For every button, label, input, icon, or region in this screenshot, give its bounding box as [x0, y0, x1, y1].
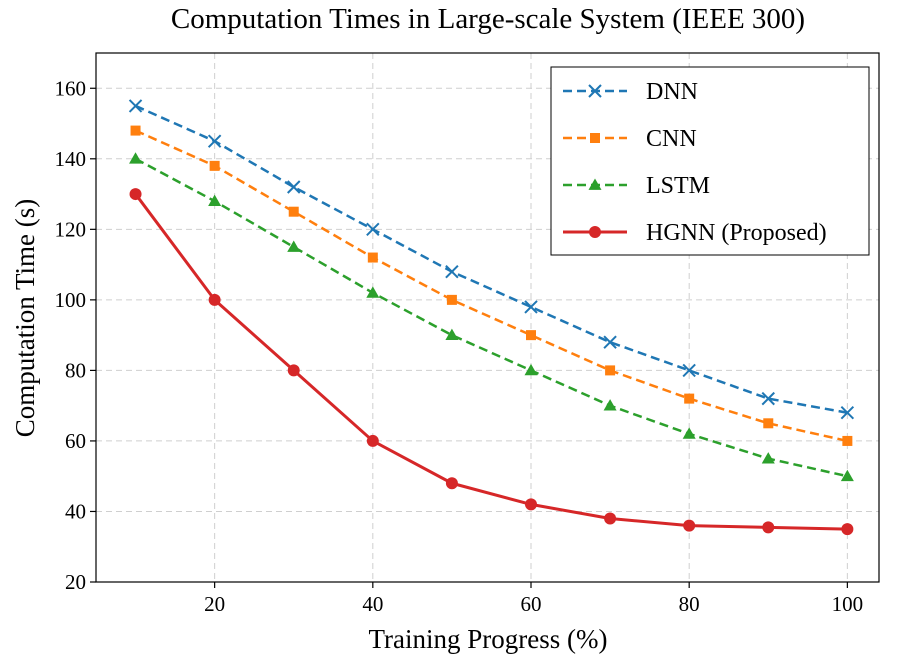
- data-point-dnn-stroke: [366, 222, 380, 237]
- plot-frame: [95, 52, 880, 583]
- legend-item-dnn: DNN: [563, 79, 698, 105]
- data-point-dnn-stroke: [207, 134, 222, 148]
- data-point-dnn-stroke: [603, 335, 617, 349]
- x-tick-label: 80: [679, 592, 700, 616]
- y-tick-label: 20: [65, 570, 86, 594]
- series-line-hgnn: [134, 193, 848, 531]
- data-point-lstm: [287, 240, 301, 252]
- x-tick-label: 100: [832, 592, 864, 616]
- legend: DNN CNN LSTM HGNN (Proposed): [550, 66, 870, 256]
- data-point-lstm: [524, 363, 538, 376]
- y-tick-label: 120: [55, 217, 87, 241]
- data-point-dnn-stroke: [128, 99, 143, 113]
- x-axis-title: Training Progress (%): [369, 624, 608, 654]
- legend-label-cnn: CNN: [646, 126, 697, 152]
- legend-marker-dnn: [588, 84, 602, 98]
- data-point-hgnn: [841, 523, 854, 536]
- data-point-dnn: [603, 335, 617, 349]
- series-dnn: [128, 99, 855, 420]
- data-point-dnn: [682, 363, 696, 378]
- data-point-dnn-stroke: [682, 363, 696, 378]
- legend-item-cnn: CNN: [563, 126, 697, 152]
- legend-marker-lstm: [588, 178, 602, 190]
- data-point-dnn-stroke: [524, 300, 538, 314]
- data-point-hgnn: [762, 521, 775, 534]
- data-point-lstm: [840, 469, 854, 482]
- data-point-hgnn: [287, 364, 300, 377]
- data-point-cnn: [526, 330, 536, 341]
- x-tick-label: 60: [521, 592, 542, 616]
- data-point-lstm: [682, 427, 696, 439]
- data-point-lstm: [445, 328, 459, 341]
- data-point-lstm: [208, 194, 222, 206]
- data-point-dnn: [840, 406, 855, 420]
- legend-marker-dnn-stroke: [588, 84, 602, 98]
- y-axis-title: Computation Time (s): [10, 199, 40, 438]
- data-point-dnn-stroke: [761, 391, 775, 406]
- series-lstm: [129, 152, 854, 482]
- y-tick-label: 100: [55, 288, 87, 312]
- legend-label-dnn: DNN: [646, 79, 698, 105]
- y-tick-label: 40: [65, 499, 86, 523]
- data-point-lstm: [761, 452, 775, 464]
- legend-label-lstm: LSTM: [646, 173, 710, 199]
- data-point-hgnn: [445, 477, 458, 490]
- data-point-cnn: [130, 125, 141, 136]
- legend-item-lstm: LSTM: [563, 173, 710, 199]
- data-point-dnn: [128, 99, 143, 113]
- x-tick-label: 40: [362, 592, 383, 616]
- data-point-lstm: [366, 286, 380, 298]
- series-line-cnn: [135, 129, 848, 443]
- y-tick-label: 60: [65, 429, 86, 453]
- data-point-dnn: [445, 264, 459, 279]
- data-point-lstm: [129, 152, 143, 164]
- data-point-cnn: [446, 294, 457, 305]
- data-point-dnn-stroke: [445, 264, 459, 279]
- series-hgnn: [129, 188, 854, 536]
- data-point-dnn: [287, 180, 301, 194]
- y-tick-label: 160: [55, 76, 87, 100]
- tick-layer: 20 40 60 80 100 20 40 60 80 100 120 140 160: [55, 76, 864, 616]
- data-point-hgnn: [208, 293, 221, 306]
- data-point-dnn: [207, 134, 222, 148]
- data-point-cnn: [605, 365, 616, 376]
- data-point-dnn: [366, 222, 380, 237]
- data-point-dnn: [524, 300, 538, 314]
- legend-marker-hgnn: [589, 226, 601, 238]
- chart-title: Computation Times in Large-scale System …: [171, 3, 805, 35]
- data-point-cnn: [684, 393, 695, 404]
- data-point-cnn: [209, 160, 220, 171]
- series-layer: [128, 99, 855, 536]
- legend-label-hgnn: HGNN (Proposed): [646, 220, 827, 246]
- y-tick-label: 140: [55, 147, 87, 171]
- data-point-hgnn: [604, 512, 617, 525]
- legend-item-hgnn: HGNN (Proposed): [563, 220, 827, 246]
- legend-box: [550, 66, 870, 256]
- y-tick-label: 80: [65, 358, 86, 382]
- series-line-dnn: [135, 104, 848, 414]
- data-point-cnn: [763, 418, 774, 429]
- data-point-hgnn: [525, 498, 537, 511]
- x-tick-label: 20: [204, 592, 225, 616]
- data-point-hgnn: [683, 519, 696, 532]
- data-point-lstm: [603, 399, 617, 411]
- data-point-cnn: [288, 206, 299, 217]
- data-point-dnn-stroke: [287, 180, 301, 194]
- series-cnn: [130, 125, 853, 446]
- data-point-dnn: [761, 391, 775, 406]
- data-point-hgnn: [129, 188, 142, 201]
- data-point-hgnn: [366, 434, 379, 447]
- legend-marker-cnn: [590, 133, 600, 143]
- series-line-lstm: [134, 157, 848, 478]
- data-point-dnn-stroke: [840, 406, 855, 420]
- data-point-cnn: [367, 252, 378, 263]
- data-point-cnn: [842, 435, 853, 446]
